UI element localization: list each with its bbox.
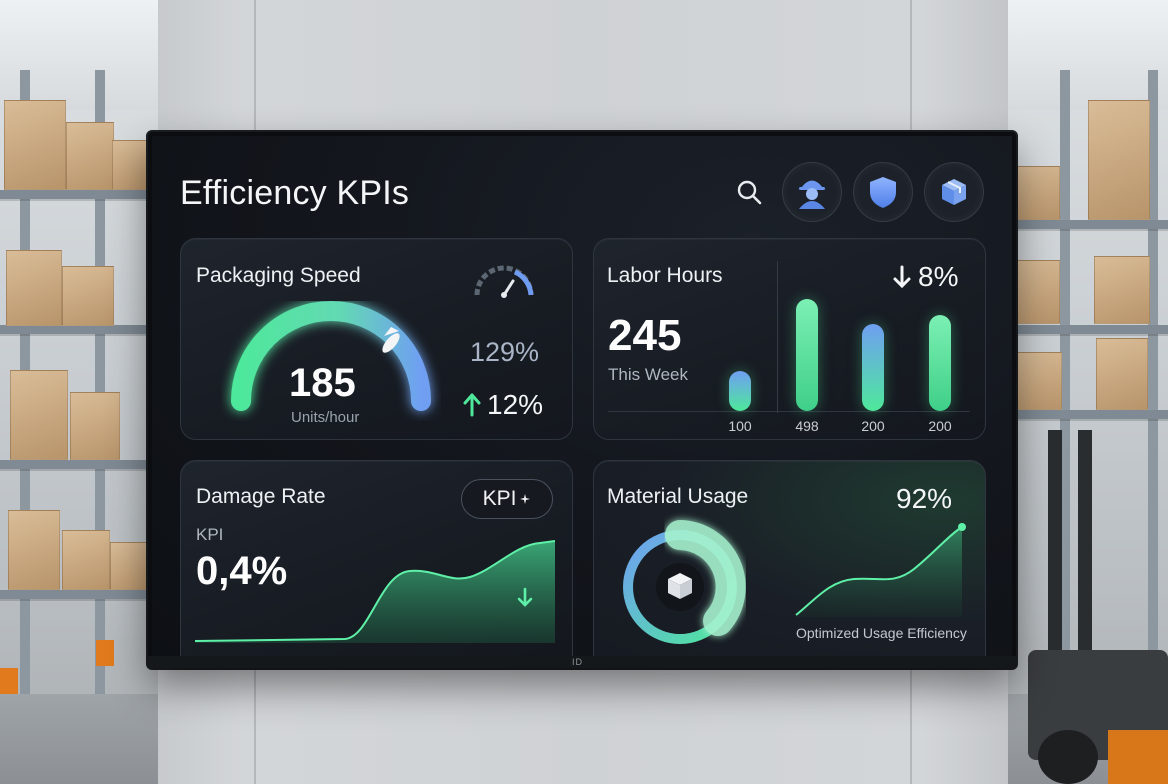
labor-hours-bar-label: 200: [928, 418, 952, 434]
change-value: 8%: [918, 261, 959, 292]
damage-rate-value: 0,4%: [196, 549, 288, 593]
kpi-pill-label: KPI: [482, 487, 517, 510]
labor-hours-value: 245: [608, 311, 682, 360]
packaging-speed-change: 12%: [461, 389, 543, 421]
material-usage-caption: Optimized Usage Efficiency: [796, 625, 967, 641]
labor-hours-bar-label: 100: [728, 418, 752, 434]
labor-hours-card[interactable]: Labor Hours 8% 245 This Week 100 498 200 20…: [593, 238, 986, 440]
display-brand-logo: ID: [572, 657, 583, 667]
labor-hours-bar: [929, 315, 951, 411]
shield-icon: [870, 177, 896, 208]
divider: [777, 261, 778, 413]
arrow-up-icon: [463, 393, 481, 417]
card-title: Labor Hours: [607, 264, 723, 287]
card-title: Packaging Speed: [196, 264, 361, 287]
forklift: [1018, 430, 1168, 784]
sparkle-icon: [520, 494, 531, 504]
display-bezel: [148, 656, 1016, 668]
packaging-speed-card[interactable]: Packaging Speed 185: [180, 238, 573, 440]
speedometer-icon: [474, 265, 534, 298]
packaging-speed-value: 185: [289, 361, 356, 405]
card-title: Damage Rate: [196, 485, 326, 508]
damage-rate-trend-chart: [195, 540, 555, 643]
search-icon[interactable]: [735, 178, 765, 208]
labor-hours-bar-label: 498: [795, 418, 819, 434]
packaging-speed-secondary: 129%: [470, 337, 540, 367]
page-title: Efficiency KPIs: [180, 174, 410, 212]
chart-baseline: [608, 411, 970, 412]
package-button[interactable]: [924, 162, 984, 222]
kpi-filter-button[interactable]: KPI: [461, 479, 553, 519]
warehouse-rack-left: [0, 70, 160, 710]
kpi-label: KPI: [196, 525, 224, 544]
package-icon: [942, 179, 966, 205]
material-usage-donut: [623, 520, 746, 644]
material-usage-value: 92%: [896, 483, 953, 514]
damage-rate-card[interactable]: Damage Rate KPI KPI 0,4%: [180, 460, 573, 656]
worker-avatar-icon: [799, 180, 825, 209]
arrow-down-icon: [517, 587, 533, 607]
package-icon: [668, 573, 692, 599]
labor-hours-change: 8%: [892, 261, 958, 293]
labor-hours-bar-label: 200: [861, 418, 885, 434]
labor-hours-bar: [862, 324, 884, 411]
packaging-speed-unit: Units/hour: [291, 409, 360, 426]
card-title: Material Usage: [607, 485, 749, 508]
labor-hours-bar: [729, 371, 751, 411]
dashboard-screen: Efficiency KPIs Packaging Speed: [152, 136, 1012, 656]
packaging-speed-gauge: [231, 301, 431, 411]
safety-cone: [0, 668, 18, 694]
labor-hours-period: This Week: [608, 365, 688, 384]
material-usage-trend-chart: [795, 523, 966, 617]
warehouse-rack-right: [998, 70, 1168, 710]
change-value: 12%: [487, 389, 544, 420]
worker-avatar-button[interactable]: [782, 162, 842, 222]
shield-button[interactable]: [853, 162, 913, 222]
arrow-down-icon: [893, 265, 911, 289]
labor-hours-bar: [796, 299, 818, 411]
material-usage-card[interactable]: Material Usage 92%: [593, 460, 986, 656]
safety-cone: [96, 640, 114, 666]
